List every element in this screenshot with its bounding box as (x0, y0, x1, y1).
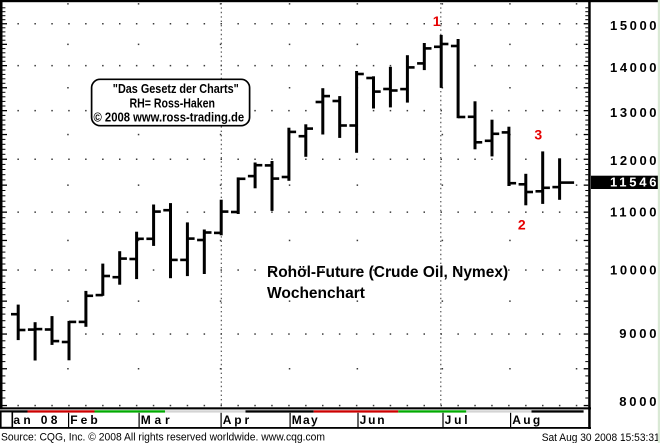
svg-text:3: 3 (534, 127, 542, 143)
svg-text:Rohöl-Future (Crude Oil, Nymex: Rohöl-Future (Crude Oil, Nymex) (267, 264, 508, 281)
svg-text:10000: 10000 (610, 263, 657, 278)
svg-text:an 08: an 08 (13, 413, 57, 427)
svg-text:Aug: Aug (512, 413, 540, 427)
svg-text:Jun: Jun (360, 413, 385, 427)
svg-text:11000: 11000 (610, 205, 657, 220)
svg-text:"Das Gesetz der Charts": "Das Gesetz der Charts" (113, 81, 239, 96)
svg-text:© 2008 www.ross-trading.de: © 2008 www.ross-trading.de (94, 110, 245, 125)
svg-text:15000: 15000 (610, 18, 657, 33)
svg-text:Source: CQG, Inc. © 2008 All r: Source: CQG, Inc. © 2008 All rights rese… (1, 432, 325, 443)
svg-text:12000: 12000 (610, 153, 657, 168)
svg-text:14000: 14000 (610, 60, 657, 75)
svg-text:May: May (292, 413, 318, 427)
svg-text:1: 1 (433, 13, 441, 29)
svg-text:Apr: Apr (223, 413, 250, 427)
svg-text:Jul: Jul (445, 413, 468, 427)
svg-text:Feb: Feb (70, 413, 98, 427)
svg-text:Mar: Mar (141, 413, 170, 427)
svg-text:RH= Ross-Haken: RH= Ross-Haken (130, 95, 216, 110)
svg-text:13000: 13000 (610, 105, 657, 120)
svg-text:11546: 11546 (610, 175, 657, 190)
svg-text:Wochenchart: Wochenchart (267, 285, 365, 302)
svg-text:Sat Aug 30 2008 15:53:31: Sat Aug 30 2008 15:53:31 (542, 432, 660, 443)
svg-text:2: 2 (518, 217, 526, 233)
